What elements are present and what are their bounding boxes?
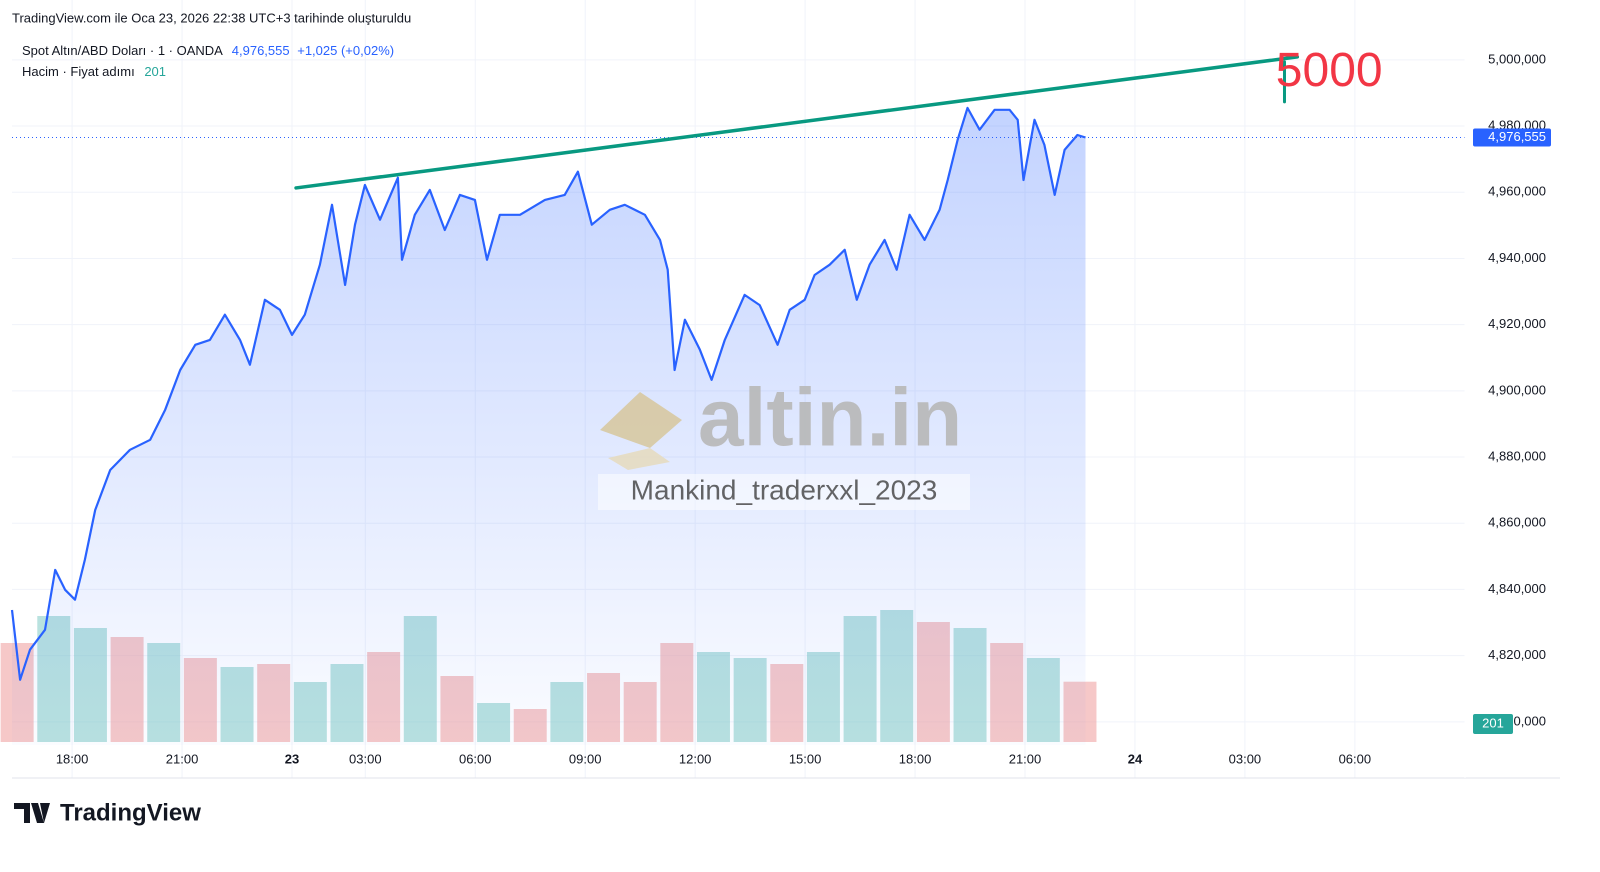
caption: TradingView.com ile Oca 23, 2026 22:38 U… <box>12 10 411 25</box>
legend-symbol-name: Spot Altın/ABD Doları · 1 · OANDA <box>22 43 223 58</box>
brand-name: TradingView <box>60 799 201 826</box>
axes: 4,800,0004,820,0004,840,0004,860,0004,88… <box>56 51 1551 766</box>
legend-price: 4,976,555 <box>232 43 290 58</box>
y-tick-label: 4,920,000 <box>1488 316 1546 331</box>
y-tick-label: 4,860,000 <box>1488 515 1546 530</box>
watermark: altin.in Mankind_traderxxl_2023 <box>598 373 970 510</box>
x-tick-label: 21:00 <box>1009 751 1042 766</box>
brand: TradingView <box>14 799 201 826</box>
brand-logo <box>14 803 50 823</box>
x-tick-label: 18:00 <box>56 751 89 766</box>
x-tick-label: 12:00 <box>679 751 712 766</box>
legend-change: +1,025 (+0,02%) <box>297 43 394 58</box>
annotation: 5000 <box>1276 44 1383 97</box>
x-tick-label: 21:00 <box>166 751 199 766</box>
volume-badge <box>1473 714 1513 734</box>
x-tick-label: 03:00 <box>349 751 382 766</box>
plot: 5000 <box>10 44 1465 745</box>
y-tick-label: 4,840,000 <box>1488 581 1546 596</box>
last-price-badge <box>1473 128 1551 147</box>
watermark-text: altin.in <box>698 373 962 464</box>
legend-symbol: Spot Altın/ABD Doları · 1 · OANDA 4,976,… <box>22 43 394 58</box>
y-tick-label: 4,820,000 <box>1488 647 1546 662</box>
x-tick-label: 06:00 <box>1339 751 1372 766</box>
legend-volume: Hacim · Fiyat adımı 201 <box>22 64 166 79</box>
legend-volume-name: Hacim · Fiyat adımı <box>22 64 135 79</box>
y-tick-label: 4,880,000 <box>1488 448 1546 463</box>
area <box>12 107 1086 745</box>
x-tick-label: 15:00 <box>789 751 822 766</box>
x-tick-label: 06:00 <box>459 751 492 766</box>
x-tick-label: 23 <box>285 751 299 766</box>
last-price-label: 4,976,555 <box>1488 129 1546 144</box>
y-tick-label: 4,900,000 <box>1488 382 1546 397</box>
watermark-user-bg <box>598 474 970 510</box>
watermark-user: Mankind_traderxxl_2023 <box>631 474 938 505</box>
trend-line <box>294 55 1300 190</box>
x-tick-label: 03:00 <box>1229 751 1262 766</box>
volume-badge-label: 201 <box>1482 715 1504 730</box>
price-line <box>10 106 1086 681</box>
y-tick-label: 4,960,000 <box>1488 184 1546 199</box>
watermark-logo <box>600 392 682 448</box>
y-tick-label: 5,000,000 <box>1488 51 1546 66</box>
legend-volume-value: 201 <box>144 64 166 79</box>
x-tick-label: 09:00 <box>569 751 602 766</box>
x-tick-label: 24 <box>1128 751 1143 766</box>
x-tick-label: 18:00 <box>899 751 932 766</box>
y-tick-label: 4,940,000 <box>1488 250 1546 265</box>
watermark-logo-base <box>608 448 670 470</box>
